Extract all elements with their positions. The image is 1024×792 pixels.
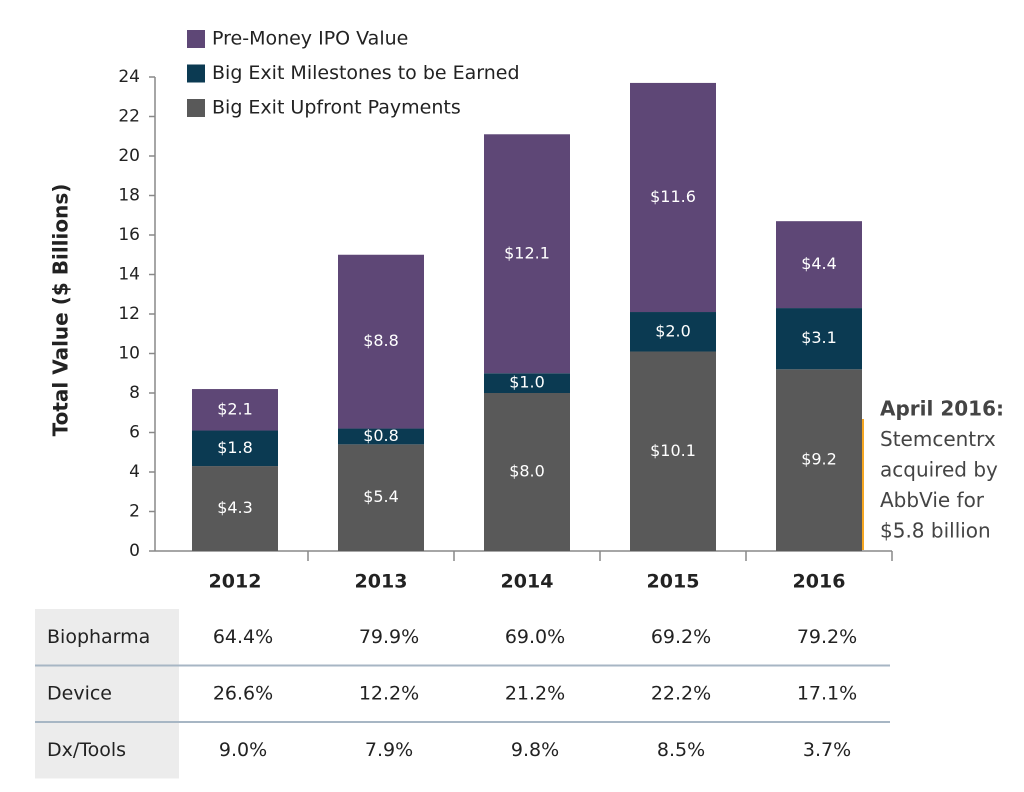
value-label: $9.2 <box>801 450 837 469</box>
bar-segment <box>484 134 570 374</box>
value-label: $11.6 <box>650 187 696 206</box>
annotation: AbbVie for <box>880 488 985 512</box>
value-label: $2.1 <box>217 399 253 418</box>
annotation: $5.8 billion <box>880 519 991 543</box>
table-cell: 8.5% <box>657 739 705 761</box>
x-tick-label: 2014 <box>501 571 554 593</box>
legend-swatch <box>187 99 205 117</box>
bar-segment <box>338 444 424 551</box>
y-tick-label: 24 <box>118 67 140 87</box>
x-tick-label: 2015 <box>647 571 700 593</box>
table-cell: 79.2% <box>797 626 857 648</box>
bar-segment <box>484 393 570 551</box>
bar-segment <box>192 389 278 431</box>
y-tick-label: 14 <box>118 265 140 285</box>
y-tick-label: 18 <box>118 186 140 206</box>
y-tick-label: 10 <box>118 344 140 364</box>
table-cell: 64.4% <box>213 626 273 648</box>
bar-segment <box>630 351 716 551</box>
bar-segment <box>630 82 716 313</box>
value-label: $2.0 <box>655 321 691 340</box>
y-tick-label: 8 <box>129 383 140 403</box>
value-label: $5.4 <box>363 487 399 506</box>
bar-segment <box>192 466 278 551</box>
table-cell: 7.9% <box>365 739 413 761</box>
legend-swatch <box>187 64 205 83</box>
y-tick-label: 0 <box>129 541 140 561</box>
bar-segment <box>630 312 716 352</box>
legend-label: Pre-Money IPO Value <box>212 28 408 50</box>
legend-swatch <box>187 30 205 48</box>
table-cell: Dx/Tools <box>47 739 126 761</box>
value-label: $1.0 <box>509 373 545 392</box>
table-cell: 9.8% <box>511 739 559 761</box>
annotation: acquired by <box>880 458 998 482</box>
bar-segment <box>776 308 862 370</box>
bar-segment <box>192 430 278 467</box>
table-cell: 69.2% <box>651 626 711 648</box>
value-label: $10.1 <box>650 441 696 460</box>
x-tick-label: 2016 <box>793 571 846 593</box>
annotation: Stemcentrx <box>880 427 996 451</box>
bar-segment <box>338 428 424 445</box>
table-cell: 3.7% <box>803 739 851 761</box>
x-tick-label: 2012 <box>209 571 262 593</box>
y-tick-label: 20 <box>118 146 140 166</box>
table-cell: 12.2% <box>359 682 419 704</box>
table-cell: 22.2% <box>651 682 711 704</box>
table-cell: 9.0% <box>219 739 267 761</box>
table-cell: 17.1% <box>797 682 857 704</box>
legend-label: Big Exit Milestones to be Earned <box>212 62 520 84</box>
value-label: $1.8 <box>217 438 253 457</box>
value-label: $0.8 <box>363 426 399 445</box>
x-tick-label: 2013 <box>355 571 408 593</box>
y-tick-label: 2 <box>129 502 140 522</box>
value-label: $4.3 <box>217 498 253 517</box>
y-tick-label: 22 <box>118 107 140 127</box>
value-label: $4.4 <box>801 254 837 273</box>
y-tick-label: 4 <box>129 462 140 482</box>
y-axis-label: Total Value ($ Billions) <box>49 184 73 437</box>
bar-segment <box>338 254 424 429</box>
value-label: $3.1 <box>801 328 837 347</box>
annotation: April 2016: <box>880 397 1004 421</box>
bar-segment <box>776 221 862 309</box>
table-label-column <box>35 609 179 779</box>
table-cell: Device <box>47 682 112 704</box>
value-label: $8.8 <box>363 331 399 350</box>
table-cell: 69.0% <box>505 626 565 648</box>
legend-label: Big Exit Upfront Payments <box>212 97 461 119</box>
table-cell: 26.6% <box>213 682 273 704</box>
value-label: $8.0 <box>509 462 545 481</box>
y-tick-label: 12 <box>118 304 140 324</box>
value-label: $12.1 <box>504 243 550 262</box>
y-tick-label: 16 <box>118 225 140 245</box>
bar-segment <box>776 369 862 551</box>
table-cell: 79.9% <box>359 626 419 648</box>
bar-segment <box>484 373 570 393</box>
y-tick-label: 6 <box>129 423 140 443</box>
table-cell: 21.2% <box>505 682 565 704</box>
table-cell: Biopharma <box>47 626 150 648</box>
